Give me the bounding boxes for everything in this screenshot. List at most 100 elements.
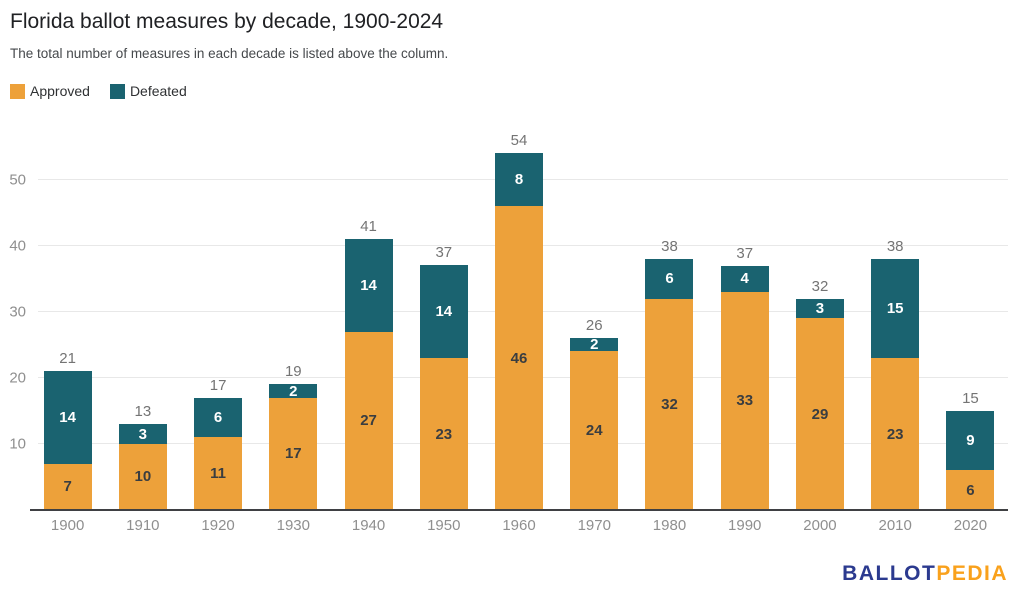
bar-column: 15 9 6 [933,130,1008,510]
total-label: 13 [134,403,152,421]
stacked-bar: 14 27 [344,239,393,510]
segment-approved: 29 [795,318,844,510]
total-label: 17 [209,376,227,394]
segment-approved: 33 [720,291,769,510]
total-label: 54 [510,132,528,150]
chart-title: Florida ballot measures by decade, 1900-… [10,10,444,33]
ballotpedia-logo: BALLOTPEDIA [842,562,1008,586]
x-tick-label: 1910 [126,517,160,534]
defeated-swatch-icon [109,83,125,99]
segment-defeated: 14 [419,265,468,358]
approved-swatch-icon [10,83,25,99]
bar-column: 21 14 7 [30,130,105,510]
x-tick-label: 2000 [803,517,837,534]
y-tick-label: 30 [9,303,26,321]
segment-defeated: 6 [194,397,243,438]
total-label: 15 [962,389,979,407]
bar-column: 19 2 17 [256,130,331,510]
x-tick-label: 1930 [276,517,310,534]
stacked-bar: 4 33 [720,265,769,510]
segment-approved: 7 [43,463,92,510]
total-label: 26 [585,317,603,335]
legend-label-defeated: Defeated [129,83,187,99]
bar-column: 41 14 27 [331,130,406,510]
legend-label-approved: Approved [30,83,90,99]
x-tick-label: 2020 [953,517,988,534]
total-label: 21 [59,350,76,368]
x-tick-label: 1920 [201,517,235,534]
y-tick-label: 50 [9,171,26,189]
y-tick-label: 40 [9,237,26,255]
x-tick-label: 1940 [351,517,386,534]
segment-defeated: 14 [43,371,92,464]
bar-column: 17 6 11 [180,130,255,510]
x-axis-line [30,509,1008,511]
segment-approved: 17 [269,397,318,510]
segment-approved: 10 [118,443,167,510]
x-tick-label: 1960 [502,517,536,534]
stacked-bar: 14 7 [43,371,92,510]
stacked-bar: 3 10 [118,424,167,510]
bar-column: 37 4 33 [707,130,782,510]
y-tick-label: 10 [9,435,26,453]
y-tick-label: 20 [9,369,26,387]
segment-approved: 46 [495,206,544,510]
plot-area: 21 14 7 13 3 10 17 6 11 19 2 17 41 14 27 37 14 23 54 8 46 26 2… [30,130,1008,511]
bar-column: 38 15 23 [858,130,933,510]
segment-approved: 24 [570,351,619,510]
segment-defeated: 3 [118,424,167,444]
stacked-bar: 2 24 [570,337,619,510]
legend-item-approved: Approved [10,83,90,99]
chart-subtitle: The total number of measures in each dec… [10,46,449,61]
total-label: 37 [435,244,453,262]
segment-defeated: 2 [570,337,619,352]
total-label: 19 [284,363,302,381]
stacked-bar: 8 46 [495,153,544,510]
y-axis: 10 20 30 40 50 [0,130,26,510]
segment-approved: 32 [645,298,694,510]
bar-columns: 21 14 7 13 3 10 17 6 11 19 2 17 41 14 27 37 14 23 54 8 46 26 2… [30,130,1008,510]
total-label: 38 [886,237,904,255]
x-tick-label: 1950 [427,517,461,534]
x-tick-label: 1990 [728,517,762,534]
segment-defeated: 9 [946,410,995,471]
segment-approved: 23 [419,358,468,510]
legend-item-defeated: Defeated [109,83,187,99]
logo-text-pedia: PEDIA [936,562,1008,585]
segment-defeated: 8 [495,153,544,206]
total-label: 41 [360,218,377,236]
bar-column: 32 3 29 [782,130,857,510]
x-tick-label: 2010 [878,517,912,534]
segment-defeated: 6 [645,258,694,299]
stacked-bar: 14 23 [419,265,468,510]
stacked-bar: 2 17 [269,383,318,510]
x-tick-label: 1900 [50,517,85,534]
segment-approved: 11 [194,437,243,510]
legend: Approved Defeated [10,83,187,99]
segment-approved: 6 [946,470,995,510]
bar-column: 13 3 10 [105,130,180,510]
stacked-bar: 15 23 [871,258,920,510]
total-label: 32 [811,277,829,295]
bar-column: 38 6 32 [632,130,707,510]
stacked-bar: 6 32 [645,258,694,510]
segment-defeated: 4 [720,265,769,292]
segment-approved: 23 [871,358,920,510]
bar-column: 26 2 24 [557,130,632,510]
logo-text-ballot: BALLOT [842,562,937,585]
segment-defeated: 14 [344,239,393,332]
total-label: 38 [661,237,678,255]
segment-defeated: 3 [795,298,844,319]
segment-defeated: 15 [871,258,920,358]
x-axis: 1900 1910 1920 1930 1940 1950 1960 1970 1980 1990… [30,517,1008,534]
total-label: 37 [736,244,754,262]
x-tick-label: 1980 [652,517,687,534]
segment-approved: 27 [344,331,393,510]
bar-column: 54 8 46 [481,130,556,510]
stacked-bar: 3 29 [795,298,844,510]
stacked-bar: 6 11 [194,397,243,510]
x-tick-label: 1970 [577,517,611,534]
segment-defeated: 2 [269,383,318,399]
bar-column: 37 14 23 [406,130,481,510]
